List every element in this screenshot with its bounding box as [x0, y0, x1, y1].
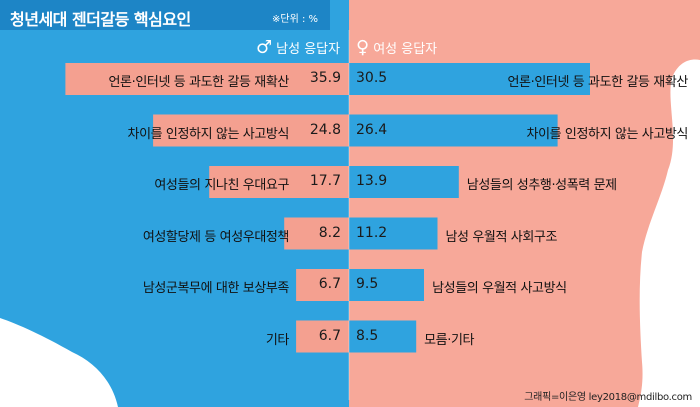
female-bar — [349, 114, 558, 147]
legend-male-label: 남성 응답자 — [276, 42, 341, 57]
male-value-label: 35.9 — [309, 70, 341, 86]
chart-title: 청년세대 젠더갈등 핵심요인 — [10, 10, 191, 29]
male-symbol-icon: ♂ — [256, 36, 273, 58]
male-value-label: 6.7 — [318, 276, 341, 292]
female-value-label: 8.5 — [356, 327, 379, 344]
female-value-label: 11.2 — [356, 224, 388, 241]
male-category-label: 기타 — [265, 332, 290, 348]
female-face-silhouette — [349, 0, 700, 407]
male-category-label: 여성할당제 등 여성우대정책 — [142, 229, 290, 245]
male-bar — [65, 63, 350, 95]
female-bar — [349, 320, 417, 353]
female-bar — [349, 166, 459, 198]
female-value-label: 9.5 — [356, 276, 379, 292]
female-category-label: 남성들의 성추행·성폭력 문제 — [466, 178, 617, 193]
female-bar — [349, 63, 590, 95]
female-value-label: 13.9 — [356, 173, 388, 189]
bars-layer — [65, 63, 590, 353]
male-value-label: 24.8 — [309, 121, 341, 138]
male-face-silhouette — [0, 0, 349, 407]
male-category-label: 차이를 인정하지 않는 사고방식 — [127, 126, 290, 142]
male-bar — [209, 166, 349, 198]
female-category-label: 차이를 인정하지 않는 사고방식 — [526, 126, 689, 142]
female-bar — [349, 217, 438, 250]
title-band — [0, 0, 330, 30]
male-bar — [284, 217, 349, 250]
female-category-label: 남성들의 우월적 사고방식 — [432, 281, 567, 296]
female-category-label: 남성 우월적 사회구조 — [445, 229, 558, 245]
male-bar — [296, 320, 349, 353]
legend-female: ♀ 여성 응답자 — [356, 38, 437, 57]
male-value-label: 6.7 — [318, 327, 341, 344]
male-bar — [296, 269, 349, 301]
male-category-label: 언론·인터넷 등 과도한 갈등 재확산 — [108, 75, 289, 90]
female-bar — [349, 269, 424, 301]
female-symbol-icon: ♀ — [356, 36, 370, 58]
male-category-label: 여성들의 지나친 우대요구 — [154, 178, 289, 193]
male-bar — [153, 114, 349, 147]
male-category-label: 남성군복무에 대한 보상부족 — [142, 281, 290, 296]
unit-note: ※단위 : % — [272, 14, 319, 25]
female-category-label: 모름·기타 — [424, 332, 475, 348]
male-value-label: 17.7 — [309, 173, 341, 189]
female-category-label: 언론·인터넷 등 과도한 갈등 재확산 — [507, 75, 688, 90]
female-value-label: 26.4 — [356, 121, 388, 138]
legend-male: ♂ 남성 응답자 — [256, 38, 340, 57]
male-value-label: 8.2 — [318, 224, 341, 241]
credit-line: 그래픽=이은영 ley2018@mdilbo.com — [524, 392, 692, 403]
legend-female-label: 여성 응답자 — [373, 42, 438, 57]
female-value-label: 30.5 — [356, 70, 388, 86]
